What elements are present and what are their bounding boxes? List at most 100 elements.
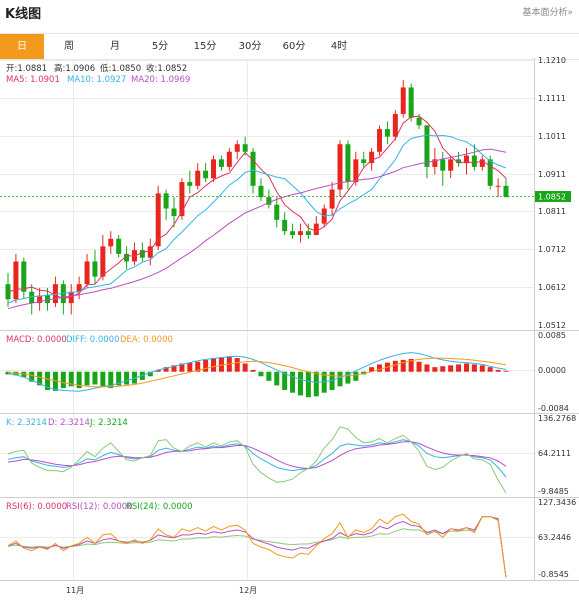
kdj-axis: 136.2768 64.2111 -9.8485 xyxy=(538,414,576,496)
macd-bar xyxy=(369,367,375,372)
candle-down xyxy=(163,193,169,209)
rsi12-line xyxy=(7,516,507,578)
macd-bar xyxy=(163,367,169,372)
legend-dea: DEA: 0.0000 xyxy=(120,335,173,345)
macd-bar xyxy=(116,371,122,386)
macd-bar xyxy=(408,358,414,372)
fundamental-analysis-link[interactable]: 基本面分析» xyxy=(522,8,573,18)
macd-bar xyxy=(353,371,359,381)
candle-down xyxy=(242,144,248,152)
macd-bar xyxy=(377,364,383,372)
candle-up xyxy=(369,151,375,164)
macd-bar xyxy=(124,371,130,385)
macd-bar xyxy=(400,359,406,372)
legend-d: D: 2.3214 xyxy=(48,418,90,428)
rsi-tick-label: 63.2446 xyxy=(538,533,571,542)
candle-down xyxy=(187,182,193,186)
rsi-axis: 127.3436 63.2446 -0.8545 xyxy=(538,498,576,579)
macd-bar xyxy=(195,361,201,372)
ma-legend: MA5: 1.0901 MA10: 1.0927 MA20: 1.0969 xyxy=(6,75,190,85)
kdj-tick-label: 136.2768 xyxy=(538,414,576,423)
price-axis: 1.1210 1.1111 1.1011 1.0911 1.0811 1.071… xyxy=(538,56,566,330)
candle-down xyxy=(282,219,288,232)
macd-bar xyxy=(29,371,35,382)
macd-bar xyxy=(495,369,501,372)
price-tick-label: 1.0911 xyxy=(538,170,566,179)
candle-down xyxy=(456,159,462,164)
tab-5min[interactable]: 5分 xyxy=(151,41,169,52)
candle-down xyxy=(487,159,493,186)
candle-up xyxy=(84,261,90,285)
k-line xyxy=(7,439,507,478)
candle-up xyxy=(392,113,398,137)
macd-bar xyxy=(155,369,161,372)
candle-down xyxy=(384,129,390,137)
candle-down xyxy=(440,159,446,171)
macd-bar xyxy=(424,364,430,372)
kdj-tick-label: -9.8485 xyxy=(538,487,569,496)
macd-bar xyxy=(258,371,264,377)
tab-day[interactable]: 日 xyxy=(0,34,44,59)
ma10-line xyxy=(7,134,507,304)
candle-up xyxy=(479,159,485,167)
candle-up xyxy=(495,185,501,187)
legend-diff: DIFF: 0.0000 xyxy=(66,335,119,345)
macd-bar xyxy=(242,363,248,372)
price-tick-label: 1.0612 xyxy=(538,283,566,292)
app-title: K线图 xyxy=(5,7,42,22)
candle-up xyxy=(155,193,161,247)
macd-bar xyxy=(76,371,82,389)
macd-bar xyxy=(250,369,256,372)
tab-60min[interactable]: 60分 xyxy=(282,41,306,52)
macd-bar xyxy=(471,364,477,372)
price-tick-label: 1.1210 xyxy=(538,56,566,65)
candle-up xyxy=(13,261,19,300)
macd-bar xyxy=(448,365,454,372)
candle-up xyxy=(329,189,335,209)
macd-bar xyxy=(337,371,343,387)
candle-down xyxy=(408,87,414,118)
macd-bar xyxy=(37,371,43,386)
macd-bar xyxy=(290,371,296,393)
candle-up xyxy=(211,159,217,179)
price-tick-label: 1.1011 xyxy=(538,132,566,141)
tab-4hour[interactable]: 4时 xyxy=(330,41,348,52)
macd-bar xyxy=(440,366,446,372)
price-tick-label: 1.1111 xyxy=(538,94,566,103)
d-line xyxy=(7,441,507,470)
macd-bar xyxy=(179,363,185,372)
candle-down xyxy=(139,250,145,258)
rsi-tick-label: -0.8545 xyxy=(538,570,569,579)
candle-down xyxy=(171,208,177,217)
macd-bar xyxy=(297,371,303,396)
price-tick-label: 1.0811 xyxy=(538,207,566,216)
legend-ma20: MA20: 1.0969 xyxy=(131,75,190,85)
macd-tick-label: 0.0000 xyxy=(538,366,566,375)
candle-down xyxy=(124,253,130,262)
candle-up xyxy=(76,284,82,292)
candle-down xyxy=(21,261,27,292)
date-axis: 11月 12月 xyxy=(66,586,257,595)
candle-down xyxy=(290,231,296,235)
macd-bar xyxy=(456,364,462,372)
macd-bar xyxy=(266,371,272,381)
candle-up xyxy=(234,144,240,152)
macd-bar xyxy=(416,361,422,372)
kdj-tick-label: 64.2111 xyxy=(538,449,571,458)
tab-15min[interactable]: 15分 xyxy=(193,41,217,52)
j-line xyxy=(7,426,507,494)
candle-up xyxy=(179,182,185,217)
tab-month[interactable]: 月 xyxy=(110,41,120,52)
macd-bar xyxy=(84,371,90,386)
legend-j: J: 2.3214 xyxy=(89,418,128,428)
tab-week[interactable]: 周 xyxy=(64,41,74,52)
macd-axis: 0.0085 0.0000 -0.0084 xyxy=(538,331,569,413)
macd-bar xyxy=(171,365,177,372)
legend-close: 收:1.0852 xyxy=(146,63,187,74)
macd-bar xyxy=(234,358,240,372)
price-tick-label: 1.0712 xyxy=(538,245,566,254)
tab-30min[interactable]: 30分 xyxy=(238,41,262,52)
macd-legend: MACD: 0.0000 DIFF: 0.0000 DEA: 0.0000 xyxy=(6,335,173,345)
ma5-line xyxy=(7,115,507,300)
